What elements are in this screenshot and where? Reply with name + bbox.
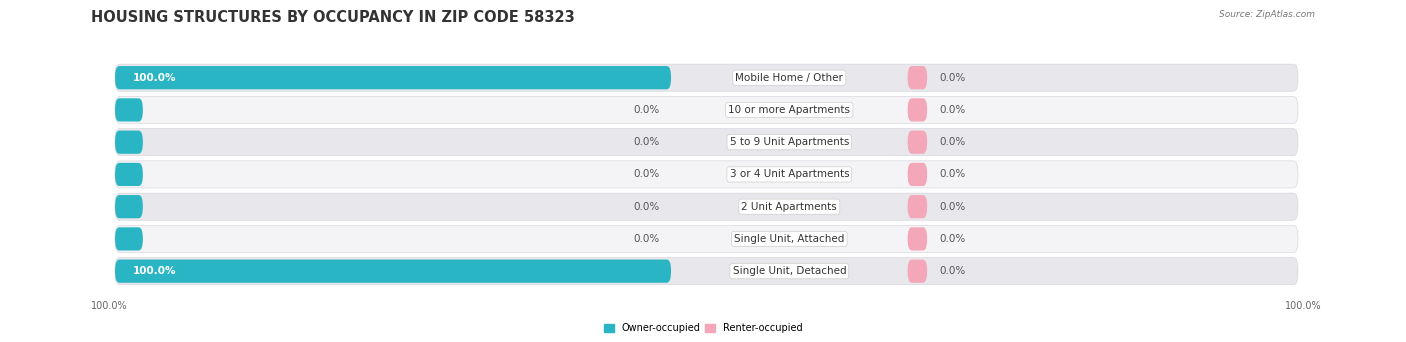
FancyBboxPatch shape bbox=[115, 98, 143, 121]
Text: 100.0%: 100.0% bbox=[132, 266, 176, 276]
FancyBboxPatch shape bbox=[115, 163, 143, 186]
Text: 5 to 9 Unit Apartments: 5 to 9 Unit Apartments bbox=[730, 137, 849, 147]
FancyBboxPatch shape bbox=[115, 96, 1298, 123]
FancyBboxPatch shape bbox=[908, 131, 927, 154]
Text: 0.0%: 0.0% bbox=[939, 169, 965, 180]
FancyBboxPatch shape bbox=[115, 193, 1298, 220]
Text: 0.0%: 0.0% bbox=[939, 105, 965, 115]
Text: 100.0%: 100.0% bbox=[91, 301, 128, 311]
Legend: Owner-occupied, Renter-occupied: Owner-occupied, Renter-occupied bbox=[600, 319, 806, 337]
FancyBboxPatch shape bbox=[908, 66, 927, 89]
Text: 0.0%: 0.0% bbox=[633, 169, 659, 180]
Text: 0.0%: 0.0% bbox=[633, 202, 659, 212]
Text: 3 or 4 Unit Apartments: 3 or 4 Unit Apartments bbox=[730, 169, 849, 180]
Text: 0.0%: 0.0% bbox=[939, 137, 965, 147]
FancyBboxPatch shape bbox=[115, 161, 1298, 188]
Text: 100.0%: 100.0% bbox=[1285, 301, 1322, 311]
Text: 2 Unit Apartments: 2 Unit Apartments bbox=[741, 202, 837, 212]
FancyBboxPatch shape bbox=[115, 258, 1298, 285]
FancyBboxPatch shape bbox=[115, 66, 671, 89]
FancyBboxPatch shape bbox=[908, 260, 927, 283]
FancyBboxPatch shape bbox=[115, 131, 143, 154]
FancyBboxPatch shape bbox=[908, 163, 927, 186]
Text: 0.0%: 0.0% bbox=[939, 234, 965, 244]
FancyBboxPatch shape bbox=[115, 225, 1298, 252]
FancyBboxPatch shape bbox=[908, 195, 927, 218]
FancyBboxPatch shape bbox=[115, 260, 671, 283]
Text: 0.0%: 0.0% bbox=[633, 137, 659, 147]
FancyBboxPatch shape bbox=[115, 129, 1298, 156]
FancyBboxPatch shape bbox=[115, 195, 143, 218]
FancyBboxPatch shape bbox=[115, 64, 1298, 91]
Text: 0.0%: 0.0% bbox=[939, 73, 965, 83]
Text: Single Unit, Attached: Single Unit, Attached bbox=[734, 234, 845, 244]
Text: 0.0%: 0.0% bbox=[633, 105, 659, 115]
FancyBboxPatch shape bbox=[908, 227, 927, 251]
Text: 100.0%: 100.0% bbox=[132, 73, 176, 83]
Text: 10 or more Apartments: 10 or more Apartments bbox=[728, 105, 851, 115]
Text: Single Unit, Detached: Single Unit, Detached bbox=[733, 266, 846, 276]
FancyBboxPatch shape bbox=[115, 227, 143, 251]
Text: 0.0%: 0.0% bbox=[939, 202, 965, 212]
Text: Source: ZipAtlas.com: Source: ZipAtlas.com bbox=[1219, 10, 1315, 19]
FancyBboxPatch shape bbox=[908, 98, 927, 121]
Text: Mobile Home / Other: Mobile Home / Other bbox=[735, 73, 844, 83]
Text: 0.0%: 0.0% bbox=[939, 266, 965, 276]
Text: HOUSING STRUCTURES BY OCCUPANCY IN ZIP CODE 58323: HOUSING STRUCTURES BY OCCUPANCY IN ZIP C… bbox=[91, 10, 575, 25]
Text: 0.0%: 0.0% bbox=[633, 234, 659, 244]
